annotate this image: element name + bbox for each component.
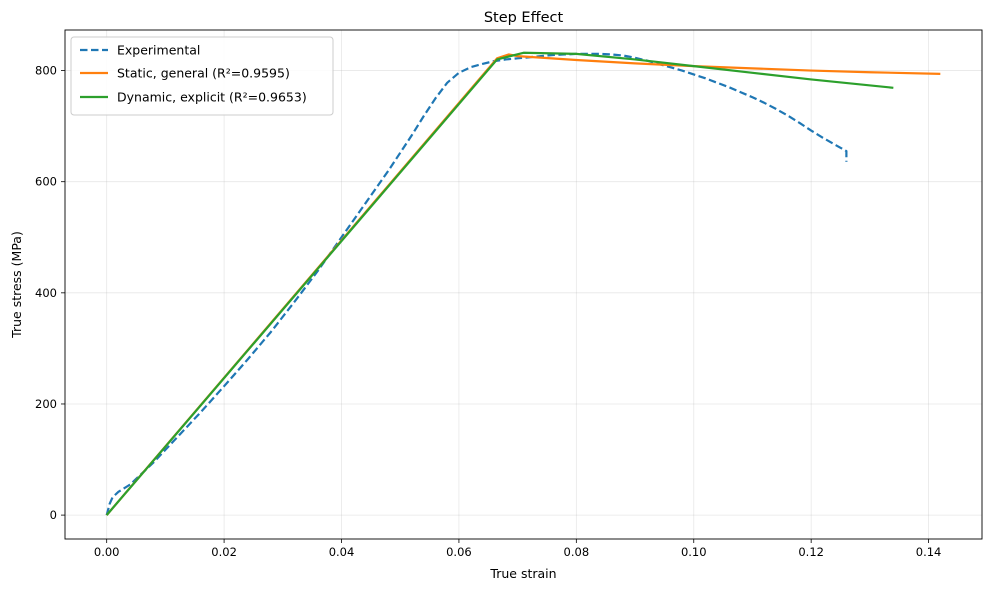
x-tick-label: 0.06 bbox=[446, 545, 472, 559]
y-tick-label: 200 bbox=[35, 397, 57, 411]
x-axis-label: True strain bbox=[489, 566, 556, 581]
x-tick-label: 0.00 bbox=[94, 545, 120, 559]
axis-ticks: 0.00 0.02 0.04 0.06 0.08 0.10 0.12 0.14 0 200 400 6… bbox=[35, 64, 941, 559]
chart-title: Step Effect bbox=[484, 10, 564, 26]
y-axis-label: True stress (MPa) bbox=[9, 231, 24, 339]
legend-label-experimental: Experimental bbox=[117, 43, 200, 58]
y-tick-label: 0 bbox=[50, 508, 57, 522]
legend-label-dynamic-explicit: Dynamic, explicit (R²=0.9653) bbox=[117, 90, 307, 105]
x-tick-label: 0.02 bbox=[211, 545, 237, 559]
y-tick-label: 800 bbox=[35, 64, 57, 78]
series-line-experimental bbox=[105, 52, 848, 516]
legend-box bbox=[70, 36, 334, 116]
plot-frame bbox=[64, 29, 983, 540]
series-line-dynamic-explicit-r-0-9653 bbox=[105, 51, 894, 516]
x-tick-label: 0.14 bbox=[916, 545, 942, 559]
legend-label-static-general: Static, general (R²=0.9595) bbox=[117, 66, 290, 81]
series-line-static-general-r-0-9595 bbox=[105, 53, 941, 516]
legend: Experimental Static, general (R²=0.9595)… bbox=[70, 36, 334, 116]
series-layer bbox=[105, 51, 941, 516]
x-tick-label: 0.04 bbox=[329, 545, 355, 559]
y-tick-label: 600 bbox=[35, 175, 57, 189]
grid bbox=[65, 30, 982, 539]
x-tick-label: 0.10 bbox=[681, 545, 707, 559]
y-tick-label: 400 bbox=[35, 286, 57, 300]
x-tick-label: 0.12 bbox=[798, 545, 824, 559]
x-tick-label: 0.08 bbox=[564, 545, 590, 559]
